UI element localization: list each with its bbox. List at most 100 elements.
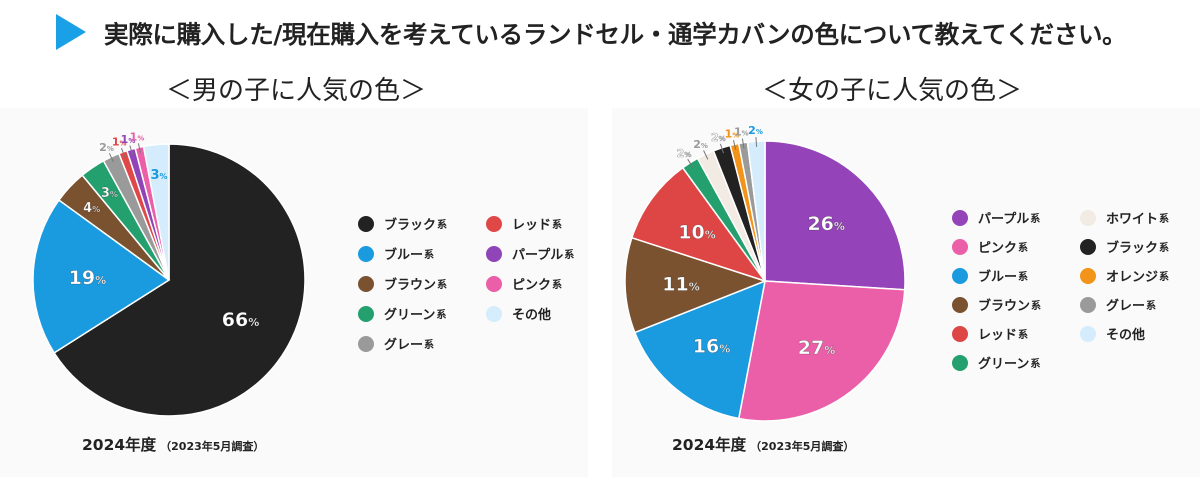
pie-value-label: 11% [662,273,699,295]
legend-suffix: 系 [1030,359,1041,370]
legend-suffix: 系 [1159,243,1170,254]
legend-label: グレー [384,338,424,353]
legend-swatch [486,215,502,232]
legend-item: ピンク系 [486,274,562,293]
legend-suffix: 系 [1018,272,1029,283]
legend-label: ブラック [1106,241,1159,256]
legend-item: グリーン系 [358,304,446,323]
legend-swatch [952,238,968,255]
leader-line [108,153,114,163]
pie-value-label: 4% [83,201,100,216]
legend-suffix: 系 [1018,330,1029,341]
survey-date-note: （2023年5月調査） [160,440,265,453]
legend-suffix: 系 [1159,272,1170,283]
legend-swatch [952,267,968,284]
legend-label: ブラウン [384,278,437,293]
legend-suffix: 系 [424,250,435,261]
legend-label: パープル [978,212,1030,227]
legend-swatch [952,325,968,342]
legend-swatch [358,335,374,352]
pie-slice [624,236,768,334]
legend-swatch [952,296,968,313]
boys-pie-chart: 66%19%4%3%2%1%1%1%3% [32,131,306,417]
chart-footer: 2024年度 （2023年5月調査） [672,433,854,455]
legend-item: ブルー系 [358,244,434,263]
legend-label: ブラック [384,218,437,233]
legend-suffix: 系 [564,250,575,261]
pie-slices [624,140,906,422]
pie-slice [630,166,767,283]
legend-swatch [358,305,374,322]
legend-suffix: 系 [437,220,448,231]
girls-chart-panel: ＜女の子に人気の色＞ 26% 27% 16% 11% 10% 2% 2% 2% 1% 1% 2% パ… [600,62,1200,477]
legend-label: パープル [512,248,564,263]
survey-year: 2024年度 [672,436,747,454]
pie-value-label: 1% [112,136,127,149]
legend-swatch [952,354,968,371]
legend-item: グレー系 [1080,295,1156,314]
legend-label: その他 [1106,328,1146,343]
legend-label: グレー [1106,299,1146,314]
legend-label: ブルー [978,270,1018,285]
pie-value-label: 2% [677,147,692,160]
leader-line [733,140,737,150]
pie-value-label: 1% [734,126,749,139]
pie-slice [53,143,306,417]
pie-value-labels: 66%19%4%3%2%1%1%1%3% [68,131,259,332]
legend-item: グリーン系 [952,353,1040,372]
pie-value-label: 3% [101,186,118,201]
legend-suffix: 系 [552,220,563,231]
legend-swatch [358,275,374,292]
pie-value-label: 19% [69,267,106,289]
legend-suffix: 系 [1031,301,1042,312]
legend-item: グレー系 [358,334,434,353]
pie-value-label: 26% [807,213,844,235]
header: 実際に購入した/現在購入を考えているランドセル・通学カバンの色について教えてくだ… [56,10,1190,54]
legend-item: ホワイト系 [1080,208,1169,227]
legend-label: ピンク [512,278,552,293]
legend-swatch [1080,325,1096,342]
legend-suffix: 系 [1030,214,1041,225]
girls-pie-chart: 26%27%16%11%10%2%2%2% 1%1% 2% [624,124,906,422]
legend-swatch [358,245,374,262]
pie-slice [142,143,170,281]
legend-item: オレンジ系 [1080,266,1169,285]
legend-suffix: 系 [552,280,563,291]
boys-chart-panel: ＜男の子に人気の色＞ 66% 19% 4% 3% 2% 1% 1% 1% 3% ブラック系ブルー… [0,62,600,477]
legend-item: ブラウン系 [358,274,447,293]
chart-title: ＜男の子に人気の色＞ [165,76,426,106]
leader-line [755,137,758,147]
legend-item: ブラウン系 [952,295,1041,314]
leader-line [137,143,141,153]
legend-swatch [358,215,374,232]
legend-label: グリーン [978,357,1030,372]
pie-value-labels: 26%27%16%11%10%2%2%2% 1%1% 2% [662,124,845,359]
legend-suffix: 系 [1159,214,1170,225]
legend-suffix: 系 [436,310,447,321]
legend-label: レッド [512,218,552,233]
triangle-arrow-icon [56,14,86,50]
legend-label: グリーン [384,308,436,323]
chart-title: ＜女の子に人気の色＞ [761,76,1022,106]
legend-swatch [1080,209,1096,226]
legend-item: ブルー系 [952,266,1028,285]
pie-slices [32,143,306,417]
page-title: 実際に購入した/現在購入を考えているランドセル・通学カバンの色について教えてくだ… [104,20,1127,49]
legend-suffix: 系 [437,280,448,291]
legend-item: ブラック系 [358,214,447,233]
legend-label: ホワイト [1106,212,1159,227]
leader-line [121,148,126,158]
survey-year: 2024年度 [82,436,157,454]
legend-label: ピンク [978,241,1018,256]
legend-swatch [1080,267,1096,284]
legend-suffix: 系 [424,340,435,351]
legend-item: ピンク系 [952,237,1028,256]
legend-item: パープル系 [952,208,1040,227]
legend-item: パープル系 [486,244,574,263]
legend-swatch [1080,296,1096,313]
legend-label: オレンジ [1106,270,1159,285]
leader-line [741,138,745,149]
leader-line [719,143,724,154]
legend-swatch [486,275,502,292]
legend-label: レッド [978,328,1018,343]
